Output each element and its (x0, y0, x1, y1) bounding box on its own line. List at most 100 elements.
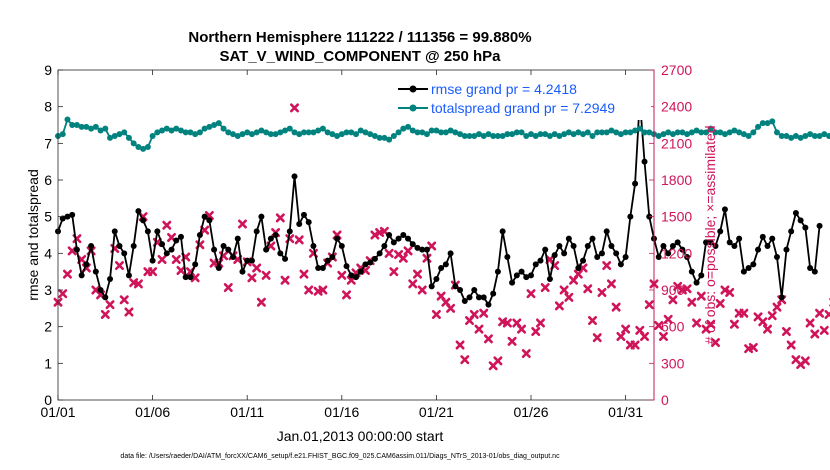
totalspread-point (622, 129, 629, 136)
rmse-point (263, 246, 270, 253)
totalspread-point (466, 133, 473, 139)
y-axis-label: rmse and totalspread (25, 169, 41, 301)
x-tick-label: 01/31 (608, 404, 643, 420)
chart-subtitle: SAT_V_WIND_COMPONENT @ 250 hPa (219, 48, 501, 65)
rmse-point (291, 173, 298, 180)
obs-assimilated-marker (540, 283, 550, 293)
totalspread-point (267, 131, 274, 138)
rmse-point (570, 243, 577, 249)
obs-assimilated-marker (62, 269, 72, 279)
rmse-point (97, 287, 104, 293)
rmse-point (73, 246, 80, 253)
rmse-point (802, 224, 809, 231)
totalspread-point (144, 144, 151, 150)
totalspread-point (471, 133, 478, 139)
legend-box (395, 80, 651, 120)
totalspread-point (168, 127, 175, 134)
obs-assimilated-marker (692, 318, 702, 328)
y-tick-label: 6 (44, 172, 52, 188)
totalspread-point (641, 129, 648, 136)
totalspread-point (211, 122, 218, 128)
rmse-point (296, 221, 303, 227)
totalspread-point (712, 129, 719, 136)
rmse-point (447, 250, 454, 257)
rmse-point (277, 250, 284, 257)
obs-assimilated-marker (786, 340, 796, 350)
obs-assimilated-marker (611, 302, 621, 312)
totalspread-point (206, 123, 213, 130)
totalspread-point (684, 131, 691, 138)
rmse-point (163, 250, 170, 257)
footnote: data file: /Users/raeder/DAI/ATM_forcXX/… (120, 453, 560, 460)
rmse-point (239, 268, 246, 275)
y-tick-label: 7 (44, 135, 52, 151)
obs-assimilated-marker (772, 302, 782, 312)
totalspread-point (367, 131, 374, 138)
y2-tick-label: 1800 (661, 172, 692, 188)
rmse-point (348, 272, 355, 279)
totalspread-point (717, 129, 724, 136)
rmse-point (182, 274, 189, 281)
y-tick-label: 1 (44, 355, 52, 371)
rmse-point (69, 211, 76, 218)
rmse-point (135, 208, 142, 215)
rmse-point (225, 246, 232, 253)
totalspread-point (608, 127, 615, 134)
totalspread-point (759, 120, 766, 127)
rmse-point (64, 213, 71, 220)
rmse-point (528, 272, 535, 279)
totalspread-point (802, 133, 809, 139)
obs-assimilated-marker (304, 285, 314, 295)
rmse-point (187, 274, 194, 281)
obs-assimilated-marker (682, 284, 692, 294)
totalspread-point (258, 127, 265, 134)
rmse-point (788, 228, 795, 235)
totalspread-point (177, 127, 184, 134)
obs-assimilated-marker (531, 327, 541, 337)
obs-assimilated-marker (559, 285, 569, 295)
totalspread-point (135, 144, 142, 150)
rmse-point (192, 261, 199, 268)
rmse-point (357, 268, 364, 275)
totalspread-point (433, 127, 440, 134)
totalspread-point (159, 127, 166, 134)
obs-assimilated-marker (474, 324, 484, 334)
x-tick-label: 01/21 (419, 404, 454, 420)
rmse-point (159, 241, 166, 248)
obs-assimilated-marker (554, 301, 564, 311)
totalspread-point (353, 131, 359, 138)
totalspread-point (655, 133, 662, 139)
rmse-point (177, 233, 184, 240)
rmse-point (603, 228, 610, 235)
rmse-point (130, 243, 137, 249)
obs-assimilated-marker (696, 291, 706, 301)
totalspread-point (130, 140, 137, 147)
totalspread-point (821, 131, 828, 138)
obs-assimilated-marker (616, 331, 626, 341)
rmse-point (764, 243, 771, 249)
obs-assimilated-marker (706, 319, 716, 329)
rmse-point (362, 261, 369, 268)
obs-assimilated-marker (337, 270, 347, 280)
x-tick-label: 01/01 (40, 404, 75, 420)
rmse-point (121, 250, 128, 257)
totalspread-point (163, 125, 170, 132)
rmse-point (792, 210, 799, 216)
y-tick-label: 9 (44, 62, 52, 78)
rmse-point (471, 287, 478, 293)
rmse-point (655, 254, 662, 260)
obs-assimilated-marker (758, 317, 768, 327)
rmse-point (116, 243, 123, 249)
totalspread-point (457, 131, 464, 138)
totalspread-point (698, 129, 705, 136)
totalspread-point (740, 131, 747, 138)
legend: rmse grand pr = 4.2418 totalspread grand… (395, 80, 651, 120)
totalspread-point (797, 134, 804, 141)
obs-assimilated-marker (748, 342, 758, 352)
obs-assimilated-marker (578, 263, 588, 273)
totalspread-point (102, 125, 109, 132)
obs-assimilated-marker (294, 235, 304, 245)
obs-assimilated-marker (715, 298, 725, 308)
rmse-point (778, 294, 785, 301)
rmse-point (598, 250, 605, 257)
